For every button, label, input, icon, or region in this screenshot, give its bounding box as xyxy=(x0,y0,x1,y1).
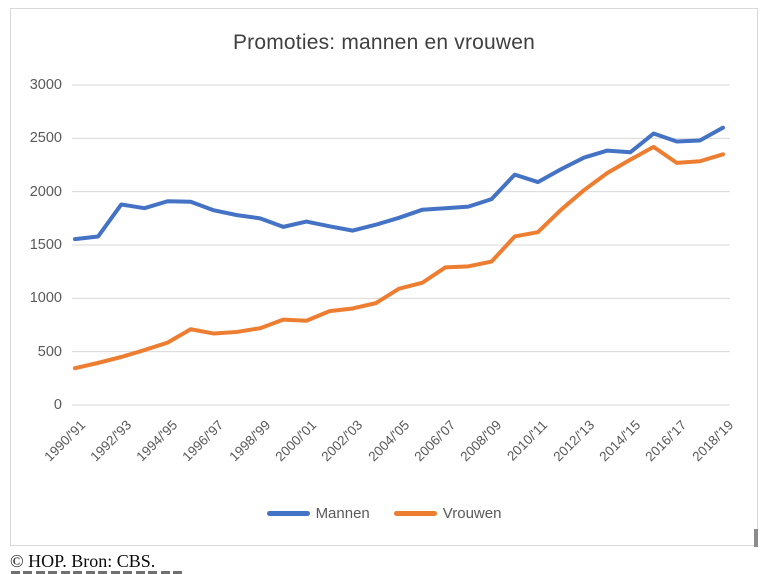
source-credit: © HOP. Bron: CBS. xyxy=(10,551,156,571)
legend: Mannen Vrouwen xyxy=(11,505,757,522)
chart-frame: Promoties: mannen en vrouwen 0 500 1000 150… xyxy=(10,8,758,546)
y-axis-tick-label: 2500 xyxy=(29,130,62,147)
y-axis-tick-label: 3000 xyxy=(29,77,62,93)
legend-marker-icon xyxy=(393,511,437,516)
y-axis-tick-label: 0 xyxy=(53,397,62,413)
legend-item-vrouwen: Vrouwen xyxy=(393,505,502,522)
scrollbar-thumb[interactable] xyxy=(754,529,758,547)
legend-label: Vrouwen xyxy=(442,505,502,522)
vrouwen-line xyxy=(73,144,725,371)
legend-label: Mannen xyxy=(315,505,370,522)
mannen-line xyxy=(73,125,725,242)
legend-item-mannen: Mannen xyxy=(266,505,370,522)
y-axis-tick-label: 500 xyxy=(37,343,62,360)
legend-marker-icon xyxy=(266,511,310,516)
y-axis-tick-label: 1500 xyxy=(29,237,62,253)
clipped-text-fragment xyxy=(11,571,183,574)
chart-plot-area xyxy=(72,84,730,406)
chart-title: Promoties: mannen en vrouwen xyxy=(232,31,536,54)
y-axis-tick-label: 2000 xyxy=(29,183,62,200)
y-axis-tick-label: 1000 xyxy=(29,290,62,307)
